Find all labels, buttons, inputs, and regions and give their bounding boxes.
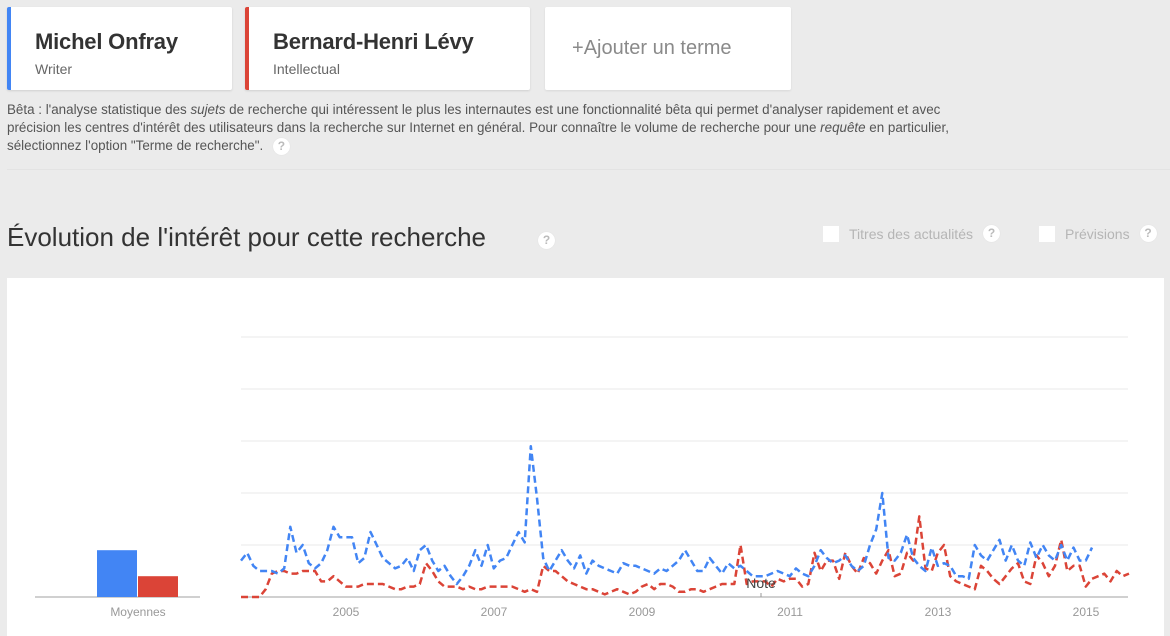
term-name: Michel Onfray [35,29,178,54]
term-card-michel-onfray[interactable]: Michel Onfray Writer [7,7,232,90]
axis-labels: Moyennes 2005 2007 2009 2011 2013 2015 Note [110,575,1099,619]
svg-text:2015: 2015 [1073,605,1100,619]
term-type: Intellectual [273,61,340,77]
chart-panel [7,278,1164,636]
term-card-bernard-henri-levy[interactable]: Bernard-Henri Lévy Intellectual [245,7,530,90]
term-color-indicator [7,7,11,90]
beta-notice: Bêta : l'analyse statistique des sujets … [7,102,949,155]
option-news-headlines[interactable]: Titres des actualités ? [823,225,1000,242]
term-name: Bernard-Henri Lévy [273,29,474,54]
help-icon[interactable]: ? [272,137,290,155]
page-edge [1164,278,1170,636]
news-headlines-checkbox[interactable] [823,225,839,242]
help-icon[interactable]: ? [1139,225,1157,242]
term-color-indicator [245,7,249,90]
divider [7,169,1170,170]
averages-bar-chart [97,550,178,597]
gridlines [35,336,1128,598]
svg-text:2011: 2011 [777,605,803,619]
term-type: Writer [35,61,73,77]
plus-icon: + [572,37,584,59]
forecasts-checkbox[interactable] [1039,225,1055,242]
section-title: Évolution de l'intérêt pour cette recher… [7,222,487,252]
help-icon[interactable]: ? [538,232,555,249]
svg-text:2009: 2009 [629,605,656,619]
svg-text:Moyennes: Moyennes [110,605,165,619]
add-term-button[interactable]: +Ajouter un terme [545,7,791,90]
line-chart [240,444,1130,599]
svg-text:Note: Note [746,575,776,591]
help-icon[interactable]: ? [982,225,1000,242]
svg-text:2013: 2013 [925,605,952,619]
svg-text:2007: 2007 [481,605,508,619]
svg-text:2005: 2005 [333,605,360,619]
add-term-label: +Ajouter un terme [572,37,732,59]
option-forecasts[interactable]: Prévisions ? [1039,225,1157,242]
